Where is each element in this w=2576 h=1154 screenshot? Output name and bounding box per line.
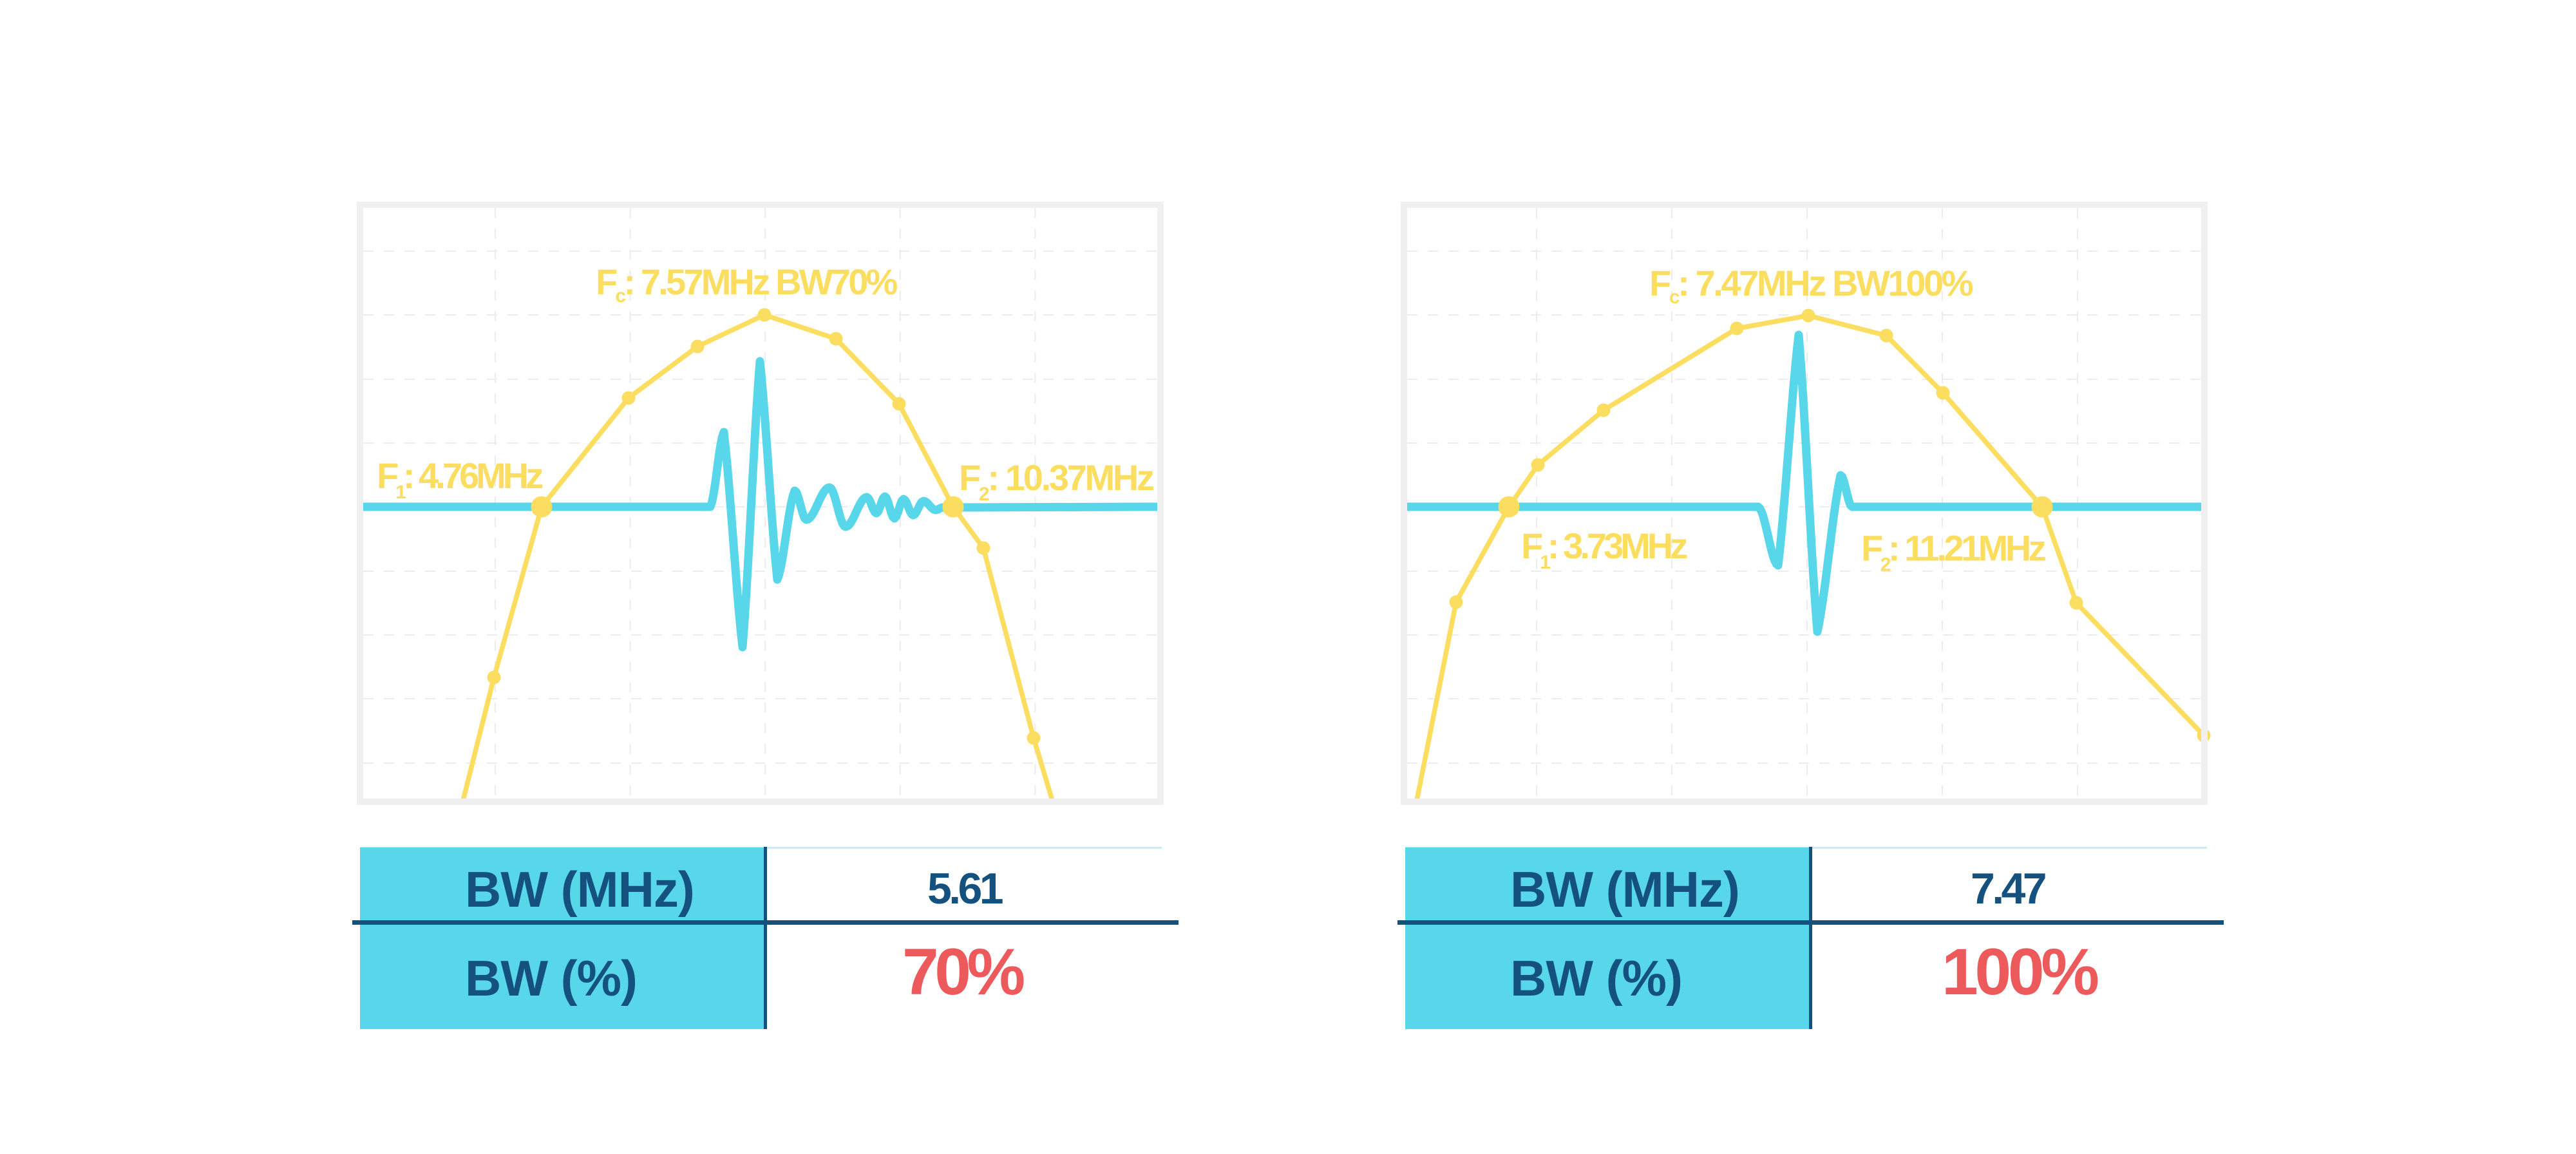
svg-text:F2: 10.37MHz: F2: 10.37MHz — [959, 457, 1153, 505]
svg-text:Fc: 7.47MHz BW100%: Fc: 7.47MHz BW100% — [1649, 263, 1973, 308]
svg-text:Fc: 7.57MHz BW70%: Fc: 7.57MHz BW70% — [596, 261, 898, 307]
svg-text:F1: 4.76MHz: F1: 4.76MHz — [377, 455, 542, 503]
svg-text:F1: 3.73MHz: F1: 3.73MHz — [1521, 525, 1687, 573]
svg-text:F2: 11.21MHz: F2: 11.21MHz — [1861, 528, 2045, 576]
